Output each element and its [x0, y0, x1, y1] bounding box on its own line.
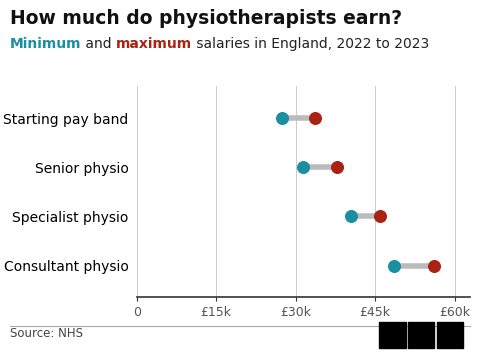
Point: [348, 214, 355, 219]
Point: [312, 115, 319, 121]
Point: [278, 115, 286, 121]
Text: Source: NHS: Source: NHS: [10, 327, 83, 340]
Point: [299, 164, 307, 170]
Point: [431, 263, 438, 268]
Text: B: B: [417, 330, 425, 340]
Text: Minimum: Minimum: [10, 37, 81, 51]
Point: [376, 214, 384, 219]
Text: and: and: [81, 37, 116, 51]
Point: [390, 263, 397, 268]
Text: maximum: maximum: [116, 37, 192, 51]
Point: [334, 164, 341, 170]
Text: salaries in England, 2022 to 2023: salaries in England, 2022 to 2023: [192, 37, 430, 51]
Text: B: B: [388, 330, 396, 340]
Text: How much do physiotherapists earn?: How much do physiotherapists earn?: [10, 9, 402, 28]
Text: C: C: [446, 330, 454, 340]
